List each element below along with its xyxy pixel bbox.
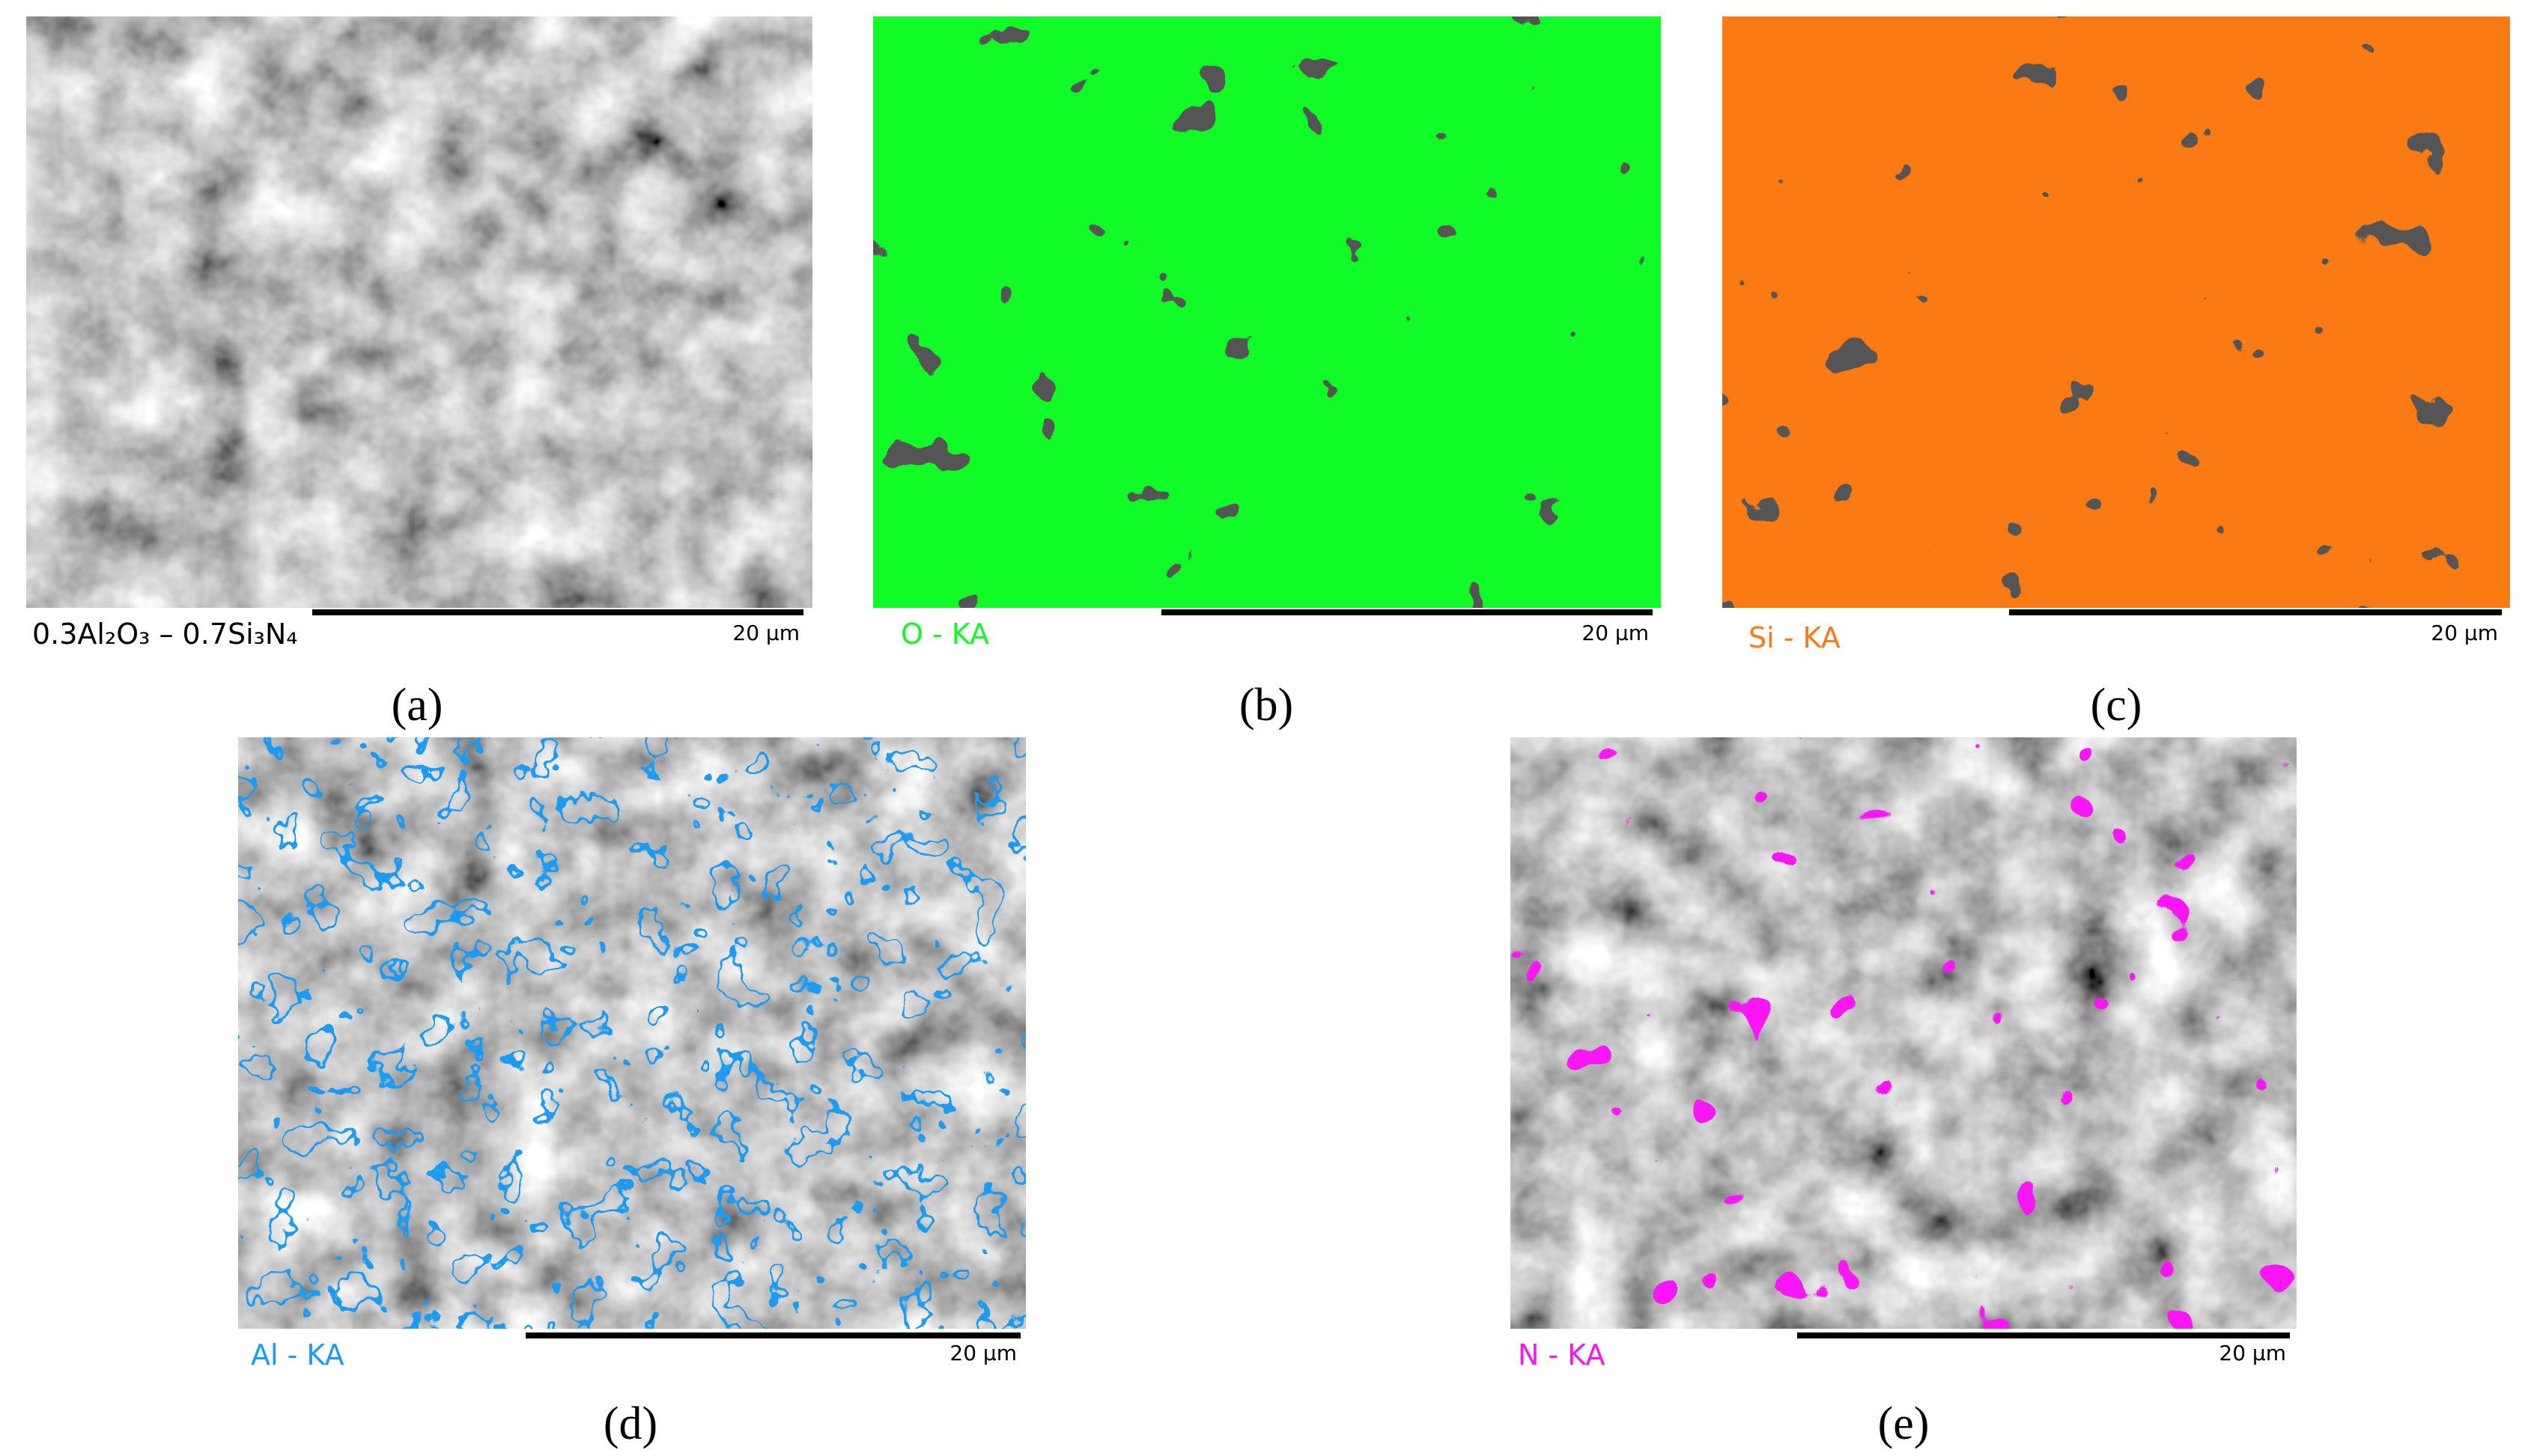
scale-bar <box>1161 609 1653 615</box>
map-overlay <box>238 737 1026 1329</box>
panel-label: (a) <box>392 680 443 731</box>
panel-label: (c) <box>2091 680 2142 731</box>
scale-bar <box>1797 1332 2290 1338</box>
caption: O - KA <box>901 618 989 651</box>
sem-image <box>26 16 812 608</box>
scale-label: 20 µm <box>732 621 800 645</box>
panel-c: Si - KA 20 µm (c) <box>1722 16 2510 731</box>
caption: 0.3Al₂O₃ – 0.7Si₃N₄ <box>32 618 298 651</box>
caption: N - KA <box>1518 1338 1605 1371</box>
caption: Al - KA <box>251 1338 344 1371</box>
map-overlay <box>1510 737 2297 1329</box>
panel-e: N - KA 20 µm (e) <box>1510 737 2297 1449</box>
panel-label: (b) <box>1239 680 1293 731</box>
scale-bar <box>2009 609 2502 615</box>
scale-label: 20 µm <box>1581 621 1649 645</box>
scale-label: 20 µm <box>949 1341 1017 1365</box>
scale-label: 20 µm <box>2431 621 2498 645</box>
map-holes <box>873 16 1661 608</box>
panel-label: (e) <box>1878 1398 1930 1449</box>
panel-d: Al - KA 20 µm (d) <box>238 737 1026 1449</box>
scale-bar <box>312 609 803 615</box>
scale-label: 20 µm <box>2219 1341 2286 1365</box>
panel-a: 0.3Al₂O₃ – 0.7Si₃N₄ 20 µm (a) <box>26 16 812 731</box>
scale-bar <box>526 1332 1021 1338</box>
caption: Si - KA <box>1748 621 1841 654</box>
map-holes <box>1722 16 2510 608</box>
panel-b: O - KA 20 µm (b) <box>873 16 1661 731</box>
panel-label: (d) <box>604 1398 657 1449</box>
